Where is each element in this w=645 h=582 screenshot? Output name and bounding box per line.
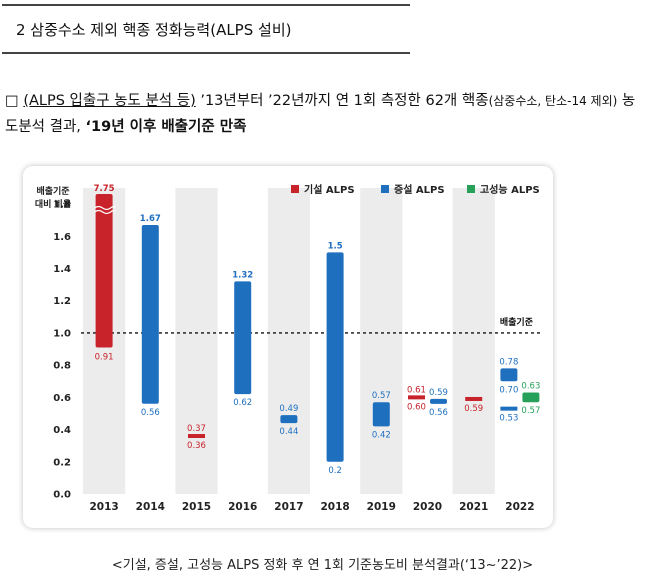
data-label-high: 0.63 [521,382,540,392]
data-label-high: 0.59 [429,388,448,398]
y-tick-label: 1.0 [53,328,71,339]
data-label-low: 0.2 [328,466,342,476]
value-marker [408,395,425,400]
range-bar [500,368,518,382]
x-tick-label: 2019 [367,501,396,513]
paragraph-conclusion: ‘19년 이후 배출기준 만족 [85,119,247,135]
legend-label: 고성능 ALPS [480,183,540,196]
chart-card: 배출기준 대비 비율 0.0 0.2 0.4 0.6 0.8 1.0 1.2 1.4 1.6 1.8 2… [23,166,553,528]
range-bar [234,281,252,395]
data-label-high: 0.57 [372,391,391,401]
data-label-low: 0.56 [429,408,448,418]
data-label-low: 0.91 [95,352,114,362]
data-label-high: 1.5 [328,241,343,251]
y-tick-label: 0.6 [53,393,71,404]
column-stripe [175,188,218,494]
reference-line-label: 배출기준 [500,316,533,328]
value-marker [500,406,518,411]
x-tick-label: 2022 [505,501,534,513]
range-bar [280,415,298,424]
data-label-high: 0.61 [407,385,426,395]
y-axis-label: 배출기준 [36,185,69,197]
column-stripe [360,188,403,494]
x-tick-label: 2017 [274,501,303,513]
chart-caption: <기설, 증설, 고성능 ALPS 정화 후 연 1회 기준농도비 분석결과(‘… [111,558,534,573]
data-label-low: 0.36 [187,441,206,451]
column-stripe [267,188,310,494]
paragraph-text-1: ’13년부터 ’22년까지 연 1회 측정한 62개 핵종 [195,93,489,109]
y-tick-label: 1.2 [53,296,71,307]
y-tick-label: 0.8 [53,361,71,372]
axis-break-mark [94,205,116,211]
legend-label: 기설 ALPS [304,183,355,196]
data-label-low: 0.56 [141,408,160,418]
summary-paragraph: □ (ALPS 입출구 농도 분석 등) ’13년부터 ’22년까지 연 1회 … [5,88,637,140]
analysis-link[interactable]: (ALPS 입출구 농도 분석 등) [23,93,196,109]
data-label-low: 0.60 [407,402,426,412]
x-tick-label: 2016 [228,501,257,513]
y-tick-label: 0.0 [53,490,71,501]
range-bar [95,194,113,348]
section-heading: 2 삼중수소 제외 핵종 정화능력(ALPS 설비) [2,4,410,54]
data-label-low: 0.42 [372,430,391,440]
range-bar [372,402,390,427]
x-tick-label: 2014 [136,501,165,513]
range-bar [522,392,540,403]
legend-swatch [291,185,299,193]
y-tick-label: 1.4 [53,264,71,275]
range-bar [141,225,159,404]
value-marker [188,434,205,439]
range-bar [430,398,447,404]
range-bar [326,252,344,462]
data-label-low: 0.44 [279,427,298,437]
column-stripe [452,188,495,494]
x-tick-label: 2021 [459,501,488,513]
paragraph-text-2: 농도분석 결과, [5,93,636,135]
data-label-high: 0.78 [499,357,518,367]
data-label-low: 0.62 [233,398,252,408]
data-label-high: 7.75 [94,184,115,194]
x-tick-label: 2018 [320,501,349,513]
y-tick-label: 0.2 [53,457,71,468]
data-label-high: 0.37 [187,424,206,434]
bullet: □ [5,93,19,109]
data-label-low: 0.70 [499,385,518,395]
value-marker [465,396,483,401]
y-axis-label: 대비 비율 [35,198,71,210]
data-label-low: 0.57 [521,406,540,416]
data-label-low: 0.59 [464,404,483,414]
y-tick-label: 1.8 [53,200,71,211]
legend-swatch [467,185,475,193]
x-tick-label: 2013 [89,501,118,513]
data-label-high: 0.49 [279,404,298,414]
axis-break-mark [94,209,116,215]
legend-swatch [381,185,389,193]
y-tick-label: 1.6 [53,232,71,243]
legend-label: 증설 ALPS [394,183,445,196]
section-title: 2 삼중수소 제외 핵종 정화능력(ALPS 설비) [16,21,292,39]
paragraph-note: (삼중수소, 탄소-14 제외) [488,94,618,108]
y-tick-label: 0.4 [53,425,71,436]
data-label-low: 0.53 [499,414,518,424]
x-tick-label: 2015 [182,501,211,513]
x-tick-label: 2020 [413,501,442,513]
data-label-high: 1.67 [140,214,161,224]
data-label-high: 1.32 [232,270,253,280]
